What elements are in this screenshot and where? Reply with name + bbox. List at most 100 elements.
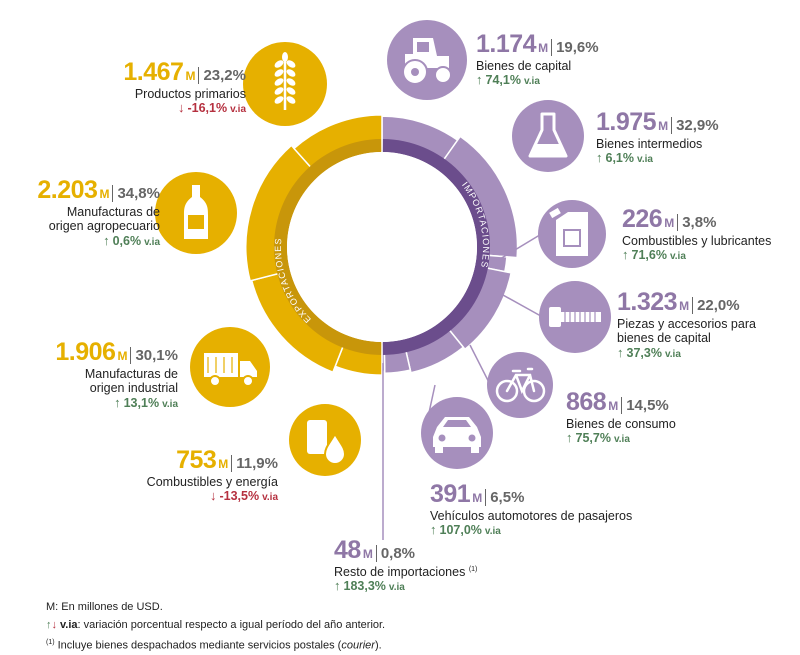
export-value: 1.906 (55, 338, 116, 366)
arrow-up-icon: ↑ (46, 619, 52, 631)
label-vehiculos: 391 M 6,5% Vehículos automotores de pasaje… (430, 480, 660, 538)
via-description: : variación porcentual respecto a igual … (77, 619, 386, 631)
via-label: v.ia (484, 526, 501, 538)
label-bienes-intermedios: 1.975 M 32,9% Bienes intermedios ↑ 6,1% v.ia (596, 108, 766, 166)
import-name: Bienes de consumo (566, 416, 676, 431)
arrow-up-icon: ↑ (596, 150, 603, 166)
export-value: 2.203 (37, 176, 98, 204)
via-label: v.ia (230, 104, 246, 116)
car-icon (433, 417, 481, 453)
import-name: Piezas y accesorios para bienes de capit… (617, 316, 756, 346)
truck-icon (204, 353, 257, 387)
label-combustibles-energia: 753 M 11,9% Combustibles y energía ↓ -13,5%… (130, 446, 278, 504)
import-value: 48 (334, 536, 361, 564)
import-change: 37,3% (626, 345, 662, 360)
label-manufacturas-industrial: 1.906 M 30,1% Manufacturas de origen indus… (30, 338, 178, 410)
jerrycan-icon (549, 207, 588, 256)
unit: M (664, 216, 675, 230)
unit: M (117, 349, 128, 363)
import-name: Bienes de capital (476, 58, 572, 73)
connector-import-2 (494, 233, 542, 263)
export-name: Manufacturas de origen industrial (84, 366, 178, 396)
arrow-up-icon: ↑ (334, 578, 341, 594)
export-name: Productos primarios (134, 86, 246, 101)
import-value: 226 (622, 205, 663, 233)
arrow-up-icon: ↑ (566, 430, 573, 446)
arrow-up-icon: ↑ (430, 522, 437, 538)
via-label: v.ia (144, 236, 160, 248)
connector-import-3 (493, 289, 543, 318)
label-manufacturas-agro: 2.203 M 34,8% Manufacturas de origen agrop… (10, 176, 160, 248)
import-change: 6,1% (605, 151, 635, 166)
export-share: 11,9% (231, 455, 278, 472)
label-bienes-capital: 1.174 M 19,6% Bienes de capital ↑ 74,1% v.ia (476, 30, 646, 88)
import-name: Combustibles y lubricantes (622, 233, 772, 248)
import-change: 74,1% (485, 73, 521, 88)
import-band (382, 139, 490, 355)
unit: M (99, 187, 110, 201)
export-value: 1.467 (123, 58, 184, 86)
wheat-icon (274, 52, 296, 110)
unit: M (679, 299, 690, 313)
import-share: 14,5% (621, 397, 669, 414)
import-name: Vehículos automotores de pasajeros (430, 508, 633, 523)
unit: M (185, 69, 196, 83)
export-band (274, 139, 382, 355)
via-label: v.ia (523, 76, 540, 88)
flask-icon-badge (512, 100, 584, 172)
label-productos-primarios: 1.467 M 23,2% Productos primarios ↓ -16,1% v… (90, 58, 246, 116)
bottle-icon (184, 185, 208, 239)
import-change: 75,7% (575, 431, 611, 446)
label-piezas-accesorios: 1.323 M 22,0% Piezas y accesorios para bie… (617, 288, 787, 360)
flask-icon (528, 112, 568, 158)
unit: M (218, 457, 229, 471)
note-unit: M: En millones de USD. (46, 601, 163, 613)
bolt-icon (549, 307, 601, 327)
via-label: v.ia (669, 251, 686, 263)
export-change: 0,6% (112, 233, 142, 248)
arrow-up-icon: ↑ (103, 232, 110, 248)
import-change: 71,6% (631, 248, 667, 263)
export-share: 34,8% (112, 185, 160, 202)
import-value: 1.323 (617, 288, 678, 316)
note-via: ↑↓ v.ia: variación porcentual respecto a … (46, 616, 385, 634)
arrow-up-icon: ↑ (476, 72, 483, 88)
arrow-up-icon: ↑ (114, 394, 121, 410)
via-label: v.ia (388, 582, 405, 594)
import-value: 1.174 (476, 30, 537, 58)
arrow-up-icon: ↑ (617, 344, 624, 360)
via-label: v.ia (60, 619, 78, 631)
unit: M (538, 41, 549, 55)
footnotes: M: En millones de USD. ↑↓ v.ia: variación… (46, 598, 385, 655)
label-bienes-consumo: 868 M 14,5% Bienes de consumo ↑ 75,7% v.ia (566, 388, 736, 446)
footnote-text-end: ). (374, 639, 382, 652)
note-footnote: (1) Incluye bienes despachados mediante … (46, 634, 385, 655)
fuel-drop-icon (307, 420, 347, 465)
tractor-icon (402, 38, 452, 85)
import-value: 1.975 (596, 108, 657, 136)
export-share: 23,2% (198, 67, 246, 84)
export-change: 13,1% (123, 395, 160, 410)
import-value: 868 (566, 388, 607, 416)
label-combustibles-lubricantes: 226 M 3,8% Combustibles y lubricantes ↑ 71,… (622, 205, 797, 263)
footnote-italic: courier (341, 639, 375, 652)
bicycle-icon (495, 367, 546, 403)
unit: M (658, 119, 669, 133)
unit: M (608, 399, 619, 413)
import-value: 391 (430, 480, 471, 508)
footnote-mark: (1) (468, 565, 478, 573)
arrow-up-icon: ↑ (622, 247, 629, 263)
via-label: v.ia (613, 434, 630, 446)
arrow-down-icon: ↓ (51, 619, 58, 631)
unit: M (472, 491, 483, 505)
export-name: Combustibles y energía (146, 474, 278, 489)
arrow-down-icon: ↓ (177, 100, 185, 116)
footnote-text: Incluye bienes despachados mediante serv… (54, 639, 342, 652)
connector-import-4 (469, 344, 491, 386)
unit: M (362, 547, 373, 561)
arrow-down-icon: ↓ (209, 488, 217, 504)
via-label: v.ia (637, 154, 653, 166)
label-resto-importaciones: 48 M 0,8% Resto de importaciones (1) ↑ 183,… (334, 536, 524, 594)
donut-hole (287, 152, 477, 342)
